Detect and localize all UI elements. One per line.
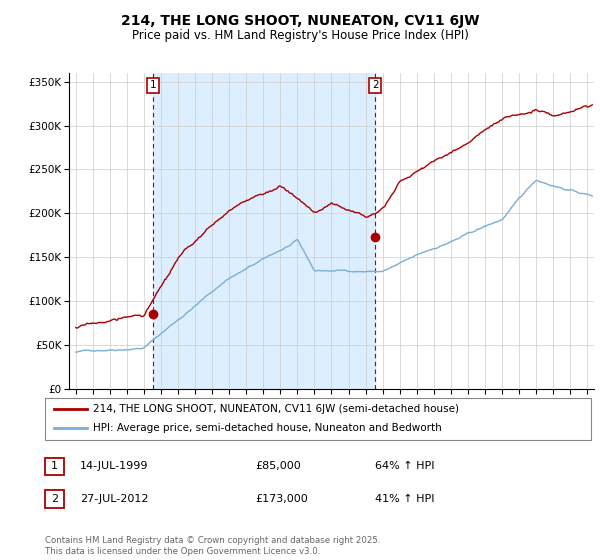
Text: 2: 2 (51, 494, 58, 504)
Text: 2: 2 (372, 81, 379, 91)
Text: 214, THE LONG SHOOT, NUNEATON, CV11 6JW (semi-detached house): 214, THE LONG SHOOT, NUNEATON, CV11 6JW … (93, 404, 459, 414)
Text: 1: 1 (51, 461, 58, 472)
Text: 214, THE LONG SHOOT, NUNEATON, CV11 6JW: 214, THE LONG SHOOT, NUNEATON, CV11 6JW (121, 14, 479, 28)
Text: HPI: Average price, semi-detached house, Nuneaton and Bedworth: HPI: Average price, semi-detached house,… (93, 423, 442, 433)
Text: 64% ↑ HPI: 64% ↑ HPI (375, 461, 434, 472)
Text: Contains HM Land Registry data © Crown copyright and database right 2025.
This d: Contains HM Land Registry data © Crown c… (45, 536, 380, 556)
Text: £85,000: £85,000 (255, 461, 301, 472)
Text: Price paid vs. HM Land Registry's House Price Index (HPI): Price paid vs. HM Land Registry's House … (131, 29, 469, 42)
Text: £173,000: £173,000 (255, 494, 308, 504)
Text: 14-JUL-1999: 14-JUL-1999 (80, 461, 148, 472)
Text: 41% ↑ HPI: 41% ↑ HPI (375, 494, 434, 504)
Bar (153, 73, 376, 389)
Text: 27-JUL-2012: 27-JUL-2012 (80, 494, 148, 504)
Text: 1: 1 (150, 81, 157, 91)
